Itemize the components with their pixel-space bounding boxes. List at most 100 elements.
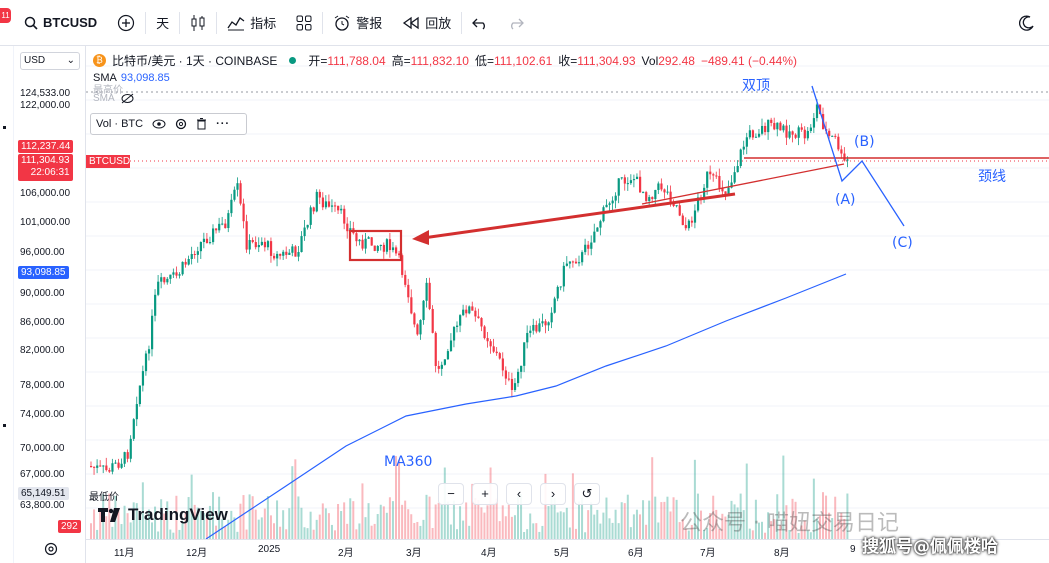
theme-toggle-button[interactable]: [1009, 0, 1045, 46]
candle-body: [751, 130, 755, 138]
volume-bar: [370, 525, 373, 539]
volume-bar: [764, 532, 767, 539]
symbol-tag-bg: [86, 155, 130, 168]
volume-bar: [309, 511, 312, 539]
time-tick: 3月: [406, 548, 422, 559]
price-chart[interactable]: [86, 46, 1049, 539]
volume-bar: [425, 494, 428, 539]
scroll-right-button[interactable]: ›: [540, 483, 566, 505]
volume-bar: [364, 517, 367, 539]
candle-body: [510, 378, 514, 390]
moon-icon: [1019, 15, 1034, 31]
candle-body: [334, 205, 337, 207]
candle-body: [562, 265, 565, 287]
indicators-button[interactable]: 指标: [217, 0, 286, 46]
reset-chart-button[interactable]: ↺: [574, 483, 600, 505]
more-icon[interactable]: ···: [216, 118, 231, 130]
volume-tag: 292: [58, 520, 81, 533]
alert-button[interactable]: 警报: [323, 0, 392, 46]
candle-body: [172, 272, 175, 275]
candle-body: [340, 208, 343, 211]
volume-bar: [239, 503, 242, 539]
replay-button[interactable]: 回放: [392, 0, 461, 46]
zoom-in-button[interactable]: +: [472, 483, 498, 505]
volume-bar: [108, 493, 111, 539]
volume-bar: [282, 510, 285, 539]
eye-icon[interactable]: [152, 119, 166, 129]
volume-bar: [785, 505, 788, 539]
symbol-search[interactable]: BTCUSD: [14, 0, 107, 46]
notification-badge[interactable]: 11: [0, 8, 11, 23]
interval-button[interactable]: 天: [156, 16, 170, 31]
eye-off-icon[interactable]: [121, 93, 134, 104]
candle-body: [703, 187, 706, 199]
candle-body: [761, 125, 764, 134]
redo-button[interactable]: [498, 0, 534, 46]
tradingview-logo: TradingView: [98, 505, 228, 525]
volume-bar: [623, 503, 626, 539]
price-tick: 106,000.00: [20, 188, 71, 199]
tool-marker[interactable]: [3, 424, 6, 427]
volume-bar: [684, 528, 687, 539]
chart-type-button[interactable]: [180, 0, 216, 46]
volume-bar: [761, 521, 763, 539]
symbol-label: BTCUSD: [43, 15, 98, 30]
volume-bar: [556, 512, 559, 539]
trash-icon[interactable]: [196, 118, 207, 130]
currency-select[interactable]: USD ⌄: [20, 52, 80, 70]
candle-body: [269, 241, 273, 256]
volume-bar: [294, 459, 297, 539]
zoom-out-button[interactable]: −: [438, 483, 464, 505]
candle-body: [504, 370, 507, 379]
volume-bar: [117, 508, 120, 539]
volume-bar: [709, 513, 712, 539]
candle-body: [693, 210, 697, 223]
candle-body: [199, 241, 202, 252]
volume-bar: [504, 516, 507, 539]
candle-body: [818, 104, 822, 115]
candle-body: [648, 197, 651, 201]
gear-icon[interactable]: [175, 118, 187, 130]
price-tick: 70,000.00: [20, 443, 65, 454]
volume-bar: [269, 515, 272, 539]
candle-body: [578, 262, 581, 264]
time-axis[interactable]: 11月 12月 2025 2月 3月 4月 5月 6月 7月 8月 9: [86, 539, 1049, 563]
volume-bar: [169, 529, 172, 539]
scroll-left-button[interactable]: ‹: [506, 483, 532, 505]
volume-bar: [791, 498, 794, 539]
volume-bar: [151, 522, 153, 539]
candle-body: [236, 183, 239, 190]
candle-body: [535, 324, 538, 332]
volume-bar: [440, 503, 443, 539]
settings-icon[interactable]: [44, 542, 58, 556]
volume-bar: [706, 527, 709, 539]
volume-bar: [96, 529, 99, 539]
candle-body: [501, 358, 504, 371]
tool-marker[interactable]: [3, 126, 6, 129]
candle-body: [282, 251, 285, 256]
layouts-button[interactable]: [286, 0, 322, 46]
volume-bar: [111, 526, 114, 539]
volume-bar: [510, 516, 513, 539]
volume-indicator-legend[interactable]: Vol · BTC ···: [90, 113, 247, 135]
volume-bar: [776, 494, 779, 539]
candle-body: [126, 452, 129, 459]
candle-body: [797, 127, 800, 138]
volume-bar: [733, 504, 736, 539]
price-tag-low: 65,149.51: [18, 487, 69, 500]
candle-body: [812, 118, 816, 128]
candle-body: [416, 324, 419, 335]
volume-bar: [492, 502, 495, 539]
undo-button[interactable]: [462, 0, 498, 46]
volume-bar: [727, 514, 730, 539]
candle-body: [361, 239, 364, 249]
volume-bar: [184, 511, 187, 539]
volume-bar: [568, 527, 571, 539]
add-symbol-button[interactable]: [107, 0, 145, 46]
price-axis[interactable]: USD ⌄ 124,533.00 122,000.00 112,237.44 1…: [14, 46, 86, 563]
volume-bar: [736, 507, 739, 539]
sma-legend-row: SMA 93,098.85: [93, 72, 797, 84]
search-icon: [24, 16, 38, 30]
candle-body: [276, 253, 279, 259]
volume-bar: [398, 459, 401, 539]
